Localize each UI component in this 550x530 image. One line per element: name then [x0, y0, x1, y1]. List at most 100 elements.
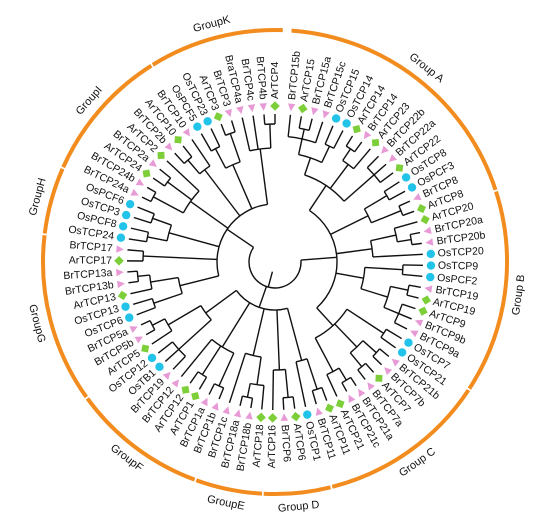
tree-branch-arc — [200, 305, 212, 321]
circle-marker — [121, 302, 130, 311]
leaf-label: ArTCP4 — [269, 62, 281, 100]
tree-branch — [130, 227, 149, 233]
diamond-marker — [325, 403, 335, 413]
tree-branch-arc — [314, 308, 348, 339]
triangle-marker — [388, 154, 397, 162]
triangle-marker — [247, 104, 256, 113]
tree-branch — [159, 168, 172, 179]
tree-branch-arc — [225, 131, 236, 136]
diamond-marker — [375, 374, 383, 382]
triangle-marker — [116, 245, 124, 253]
group-label: GroupE — [206, 493, 246, 512]
tree-branch-arc — [164, 177, 172, 187]
tree-branch — [128, 280, 139, 284]
tree-branch — [300, 256, 337, 261]
tree-branch-arc — [304, 174, 345, 202]
tree-branch — [210, 128, 221, 147]
triangle-marker — [315, 407, 323, 416]
tree-branch — [205, 289, 237, 314]
leaf-label: BrTCP15b — [286, 50, 303, 100]
tree-branch-arc — [342, 159, 355, 170]
tree-branch — [146, 186, 157, 194]
tree-branch — [336, 248, 373, 255]
tree-branch — [353, 148, 371, 170]
diamond-marker — [267, 413, 278, 423]
tree-branch — [316, 307, 334, 327]
diamond-marker — [371, 139, 380, 147]
diamond-marker — [418, 306, 428, 316]
tree-branch — [187, 159, 201, 175]
group-arcs — [41, 28, 509, 497]
tree-branch-arc — [383, 191, 390, 201]
group-arc — [41, 235, 88, 399]
leaf-markers — [114, 101, 436, 423]
tree-branch — [383, 306, 399, 315]
circle-marker — [125, 313, 134, 322]
tree-branch — [157, 341, 173, 354]
leaf-label: OsTCP20 — [437, 245, 484, 259]
diamond-marker — [256, 412, 266, 423]
tree-branch-arc — [345, 145, 356, 153]
tree-branch-arc — [136, 271, 140, 282]
diamond-marker — [114, 256, 124, 266]
tree-branch — [366, 155, 380, 169]
tree-branch — [282, 397, 285, 410]
tree-branch — [411, 242, 422, 246]
triangle-marker — [130, 188, 139, 196]
group-arc — [291, 28, 498, 191]
tree-branch — [258, 286, 268, 308]
circle-marker — [401, 173, 411, 182]
triangle-marker — [182, 128, 190, 137]
tree-branch-arc — [164, 318, 173, 332]
leaf-label: ArTCP16 — [266, 425, 279, 469]
circle-marker — [303, 410, 312, 419]
leaf-label: BrTCP13a — [63, 267, 113, 282]
tree-branch — [372, 355, 383, 366]
tree-branch-arc — [380, 328, 387, 338]
circle-marker — [193, 122, 202, 131]
triangle-marker — [311, 107, 319, 116]
group-arc — [42, 168, 65, 234]
leaf-label: OsTCP9 — [438, 260, 479, 273]
tree-branch — [379, 172, 394, 183]
triangle-marker — [162, 371, 171, 380]
diamond-marker — [213, 112, 223, 122]
tree-branch-arc — [225, 161, 241, 169]
triangle-marker — [391, 358, 400, 367]
circle-marker — [125, 199, 135, 209]
triangle-marker — [236, 106, 244, 115]
tree-branch — [370, 234, 397, 242]
tree-branch — [286, 308, 303, 361]
group-label: Group C — [397, 446, 438, 480]
triangle-marker — [363, 130, 372, 140]
triangle-marker — [245, 411, 253, 420]
tree-branch — [383, 181, 400, 193]
tree-branch — [324, 125, 334, 145]
tree-branch — [402, 273, 423, 278]
tree-branch — [127, 249, 144, 252]
diamond-marker — [291, 411, 301, 422]
tree-branch-arc — [210, 145, 221, 152]
diamond-marker — [420, 215, 430, 225]
tree-branch — [373, 163, 387, 176]
tree-branch — [338, 367, 347, 381]
tree-branch — [198, 376, 208, 390]
tree-branch — [230, 120, 236, 133]
circle-marker — [397, 348, 407, 357]
tree-branch — [232, 164, 253, 210]
tree-branch — [371, 210, 402, 224]
tree-branch — [239, 395, 244, 406]
triangle-marker — [280, 413, 289, 422]
triangle-marker — [423, 226, 432, 234]
group-label: GroupK — [192, 13, 232, 35]
tree-branch — [152, 217, 172, 226]
tree-branch-arc — [150, 192, 157, 202]
tree-branch — [140, 320, 151, 326]
tree-branch — [295, 361, 307, 407]
tree-branch — [152, 196, 184, 214]
tree-branch — [346, 308, 385, 334]
tree-branch — [333, 130, 344, 149]
circle-marker — [407, 183, 417, 192]
triangle-marker — [414, 319, 424, 327]
triangle-marker — [424, 285, 433, 293]
